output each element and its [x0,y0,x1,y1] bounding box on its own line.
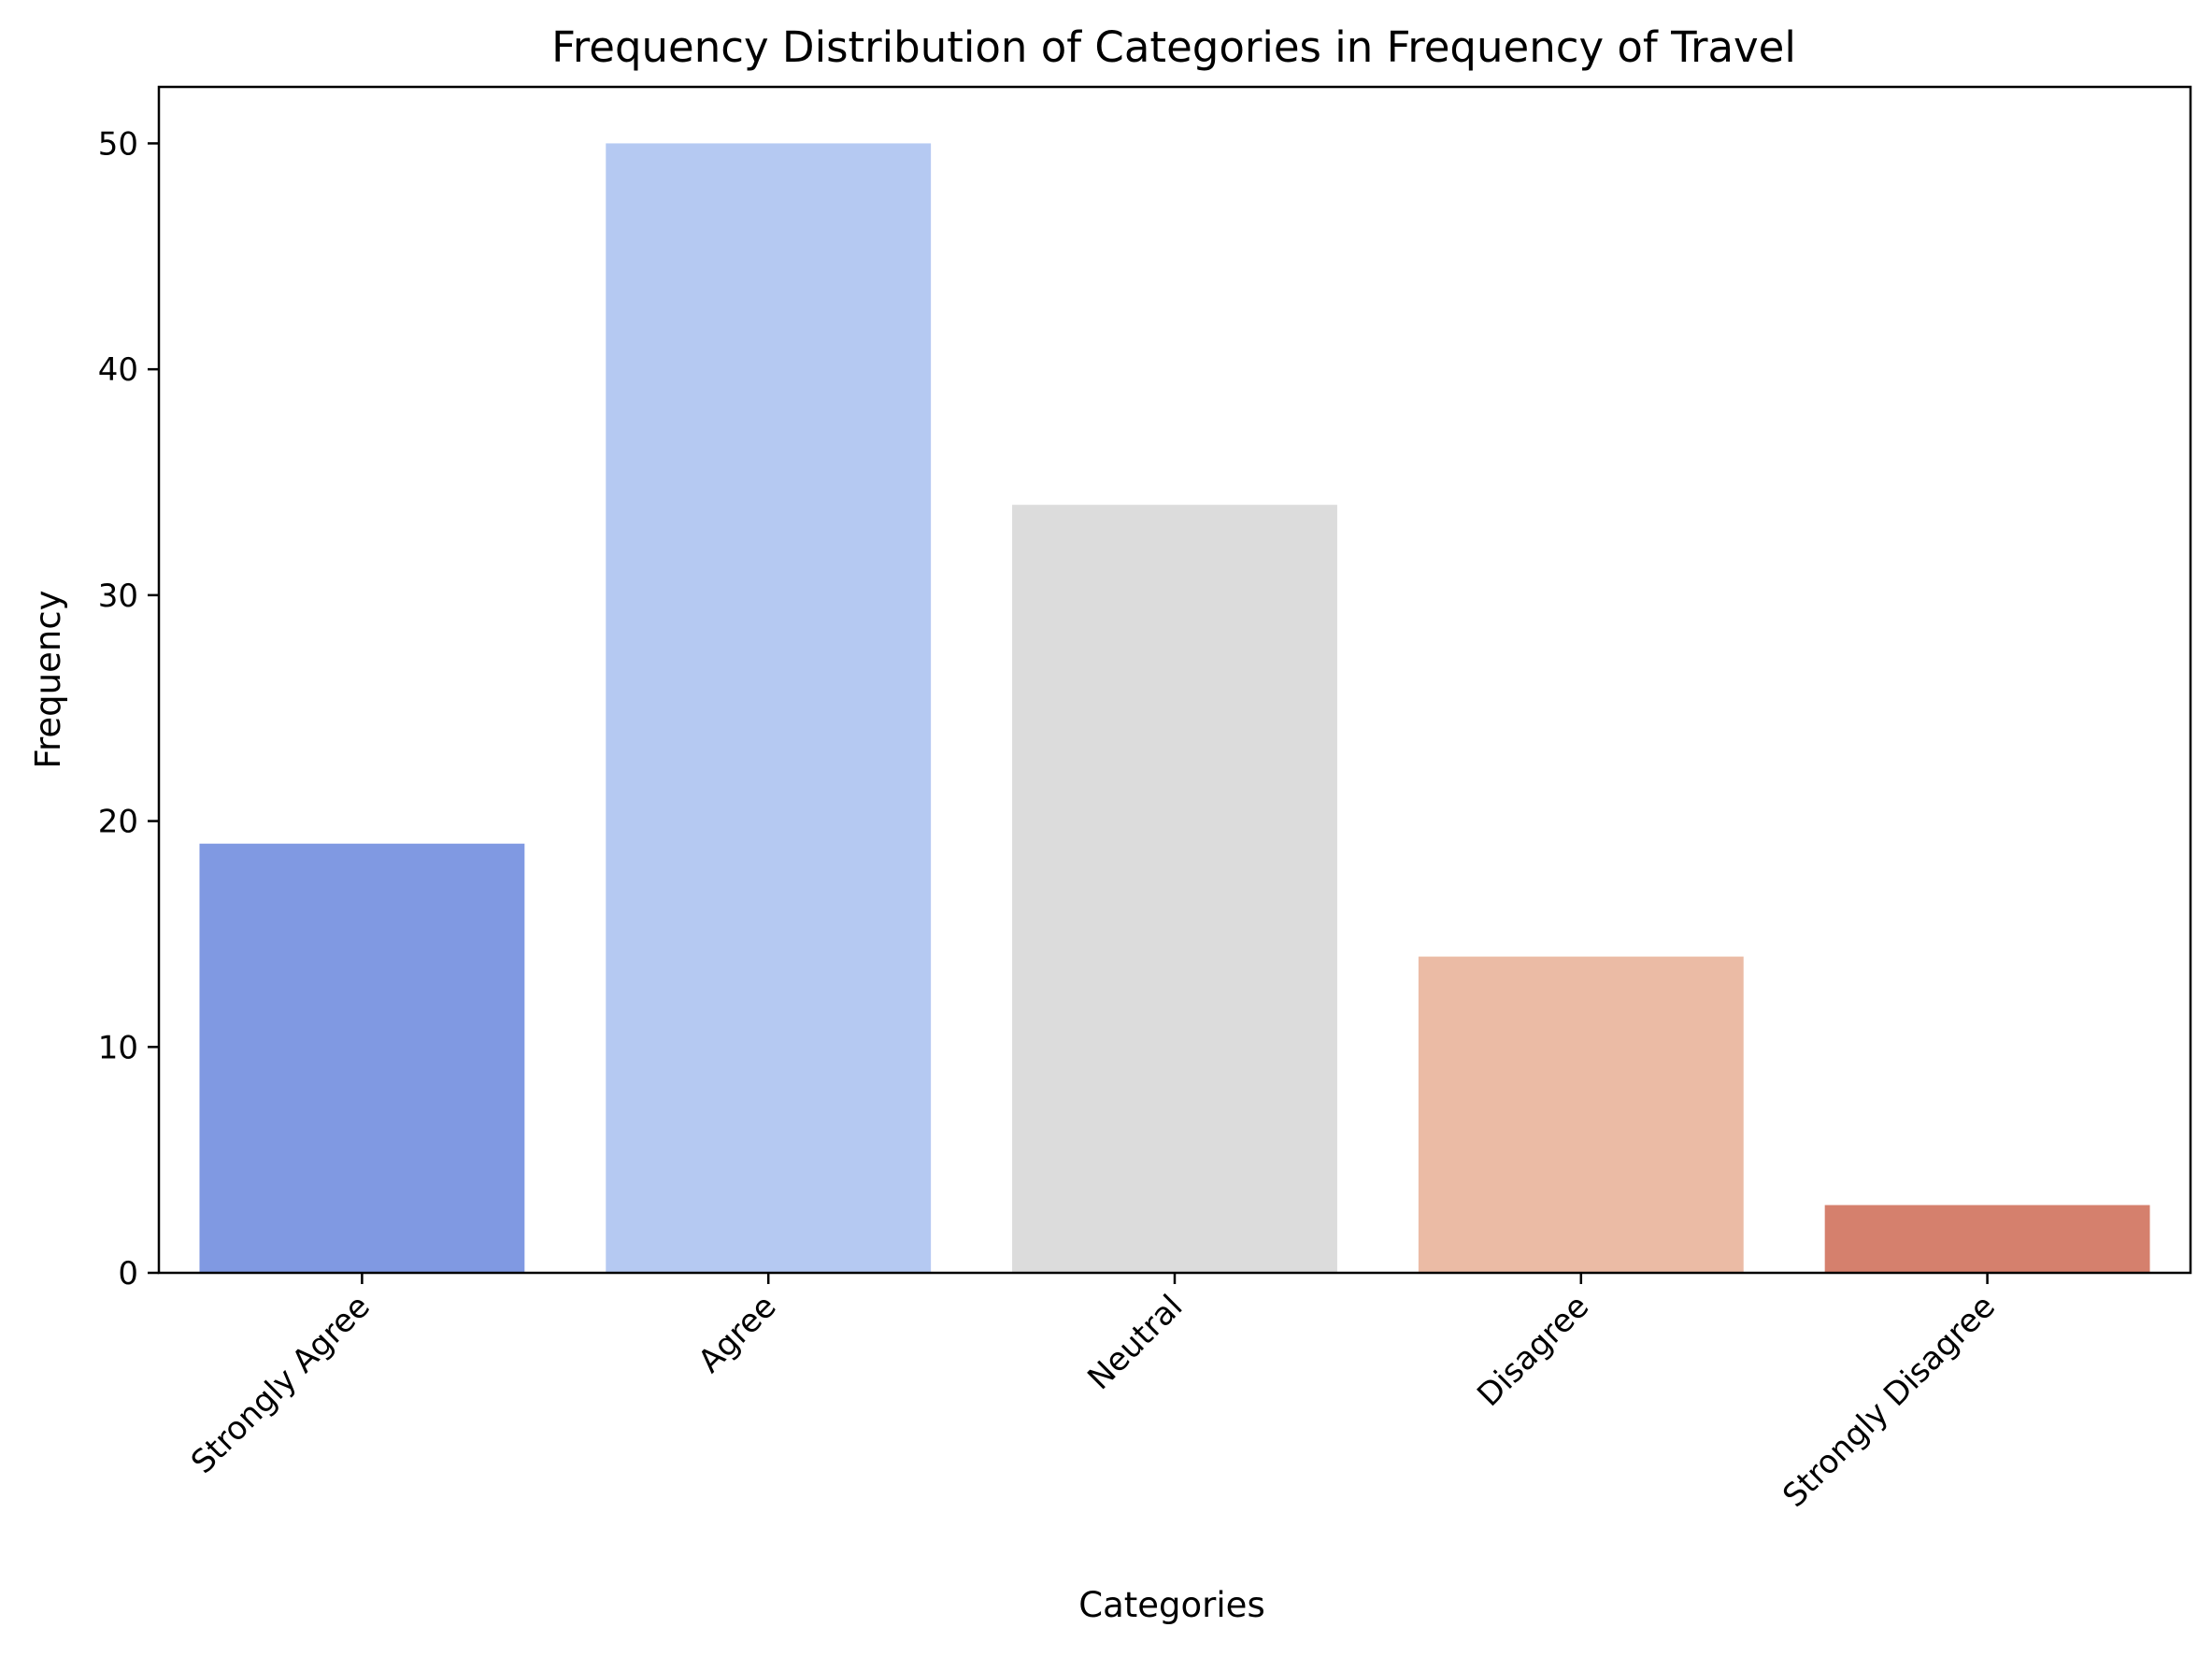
y-tick-label: 50 [98,125,138,163]
y-tick-label: 0 [118,1255,138,1292]
y-tick-label: 10 [98,1029,138,1066]
x-axis-label: Categories [1078,1585,1264,1625]
bar-neutral [1012,505,1337,1273]
bar-strongly-disagree [1824,1205,2150,1273]
y-tick-label: 30 [98,578,138,615]
bars-layer [199,143,2150,1273]
chart-title: Frequency Distribution of Categories in … [551,22,1796,72]
y-tick-label: 40 [98,351,138,389]
bar-strongly-agree [199,843,525,1273]
bar-agree [606,143,932,1273]
y-tick-label: 20 [98,804,138,841]
y-axis-label: Frequency [28,590,68,768]
bar-disagree [1418,956,1744,1273]
